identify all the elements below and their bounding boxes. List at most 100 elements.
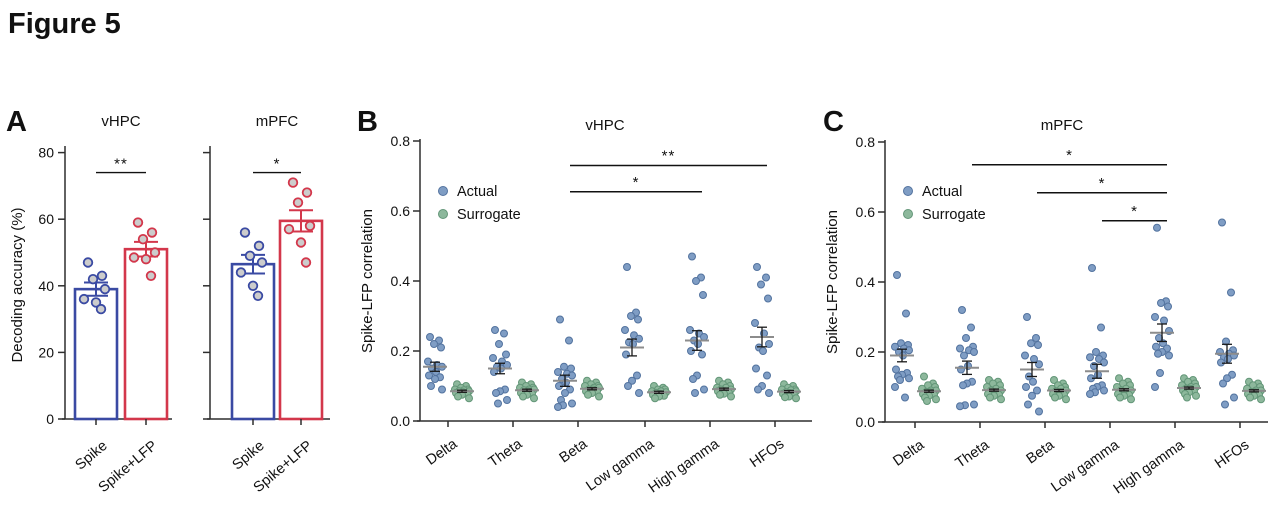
data-point <box>754 385 762 394</box>
data-point <box>1097 323 1105 332</box>
data-point <box>287 177 299 188</box>
data-point <box>700 385 708 394</box>
y-tick-label: 80 <box>38 145 54 161</box>
data-point <box>923 397 931 405</box>
data-point <box>651 394 659 403</box>
data-point <box>956 402 964 411</box>
data-point <box>1021 351 1029 360</box>
series-Actual-High gamma <box>685 252 709 397</box>
panel-a-bar-chart: 020406080vHPCSpikeSpike+LFP**mPFCSpikeSp… <box>9 113 330 496</box>
data-point <box>689 375 697 383</box>
subplot-title: mPFC <box>256 113 299 130</box>
data-point <box>624 382 632 390</box>
y-tick-label: 0.0 <box>856 414 876 430</box>
data-point <box>896 376 904 384</box>
data-point <box>698 350 706 359</box>
legend-label: Actual <box>922 184 962 200</box>
data-point <box>431 375 439 383</box>
data-point <box>494 399 502 408</box>
y-tick-label: 0.4 <box>391 273 411 289</box>
data-point <box>962 334 970 342</box>
series-Actual-Delta <box>423 333 447 394</box>
significance-stars: ** <box>114 156 128 173</box>
data-point <box>300 257 312 268</box>
data-point <box>970 348 978 356</box>
data-point <box>137 233 149 245</box>
data-point <box>893 271 901 279</box>
series-Actual-Theta <box>955 306 979 411</box>
data-point <box>1023 313 1031 321</box>
series-Surrogate-High gamma <box>1177 374 1201 402</box>
data-point <box>901 393 909 402</box>
data-point <box>716 390 724 399</box>
data-point <box>430 340 438 348</box>
data-point <box>622 350 630 359</box>
y-axis-title: Decoding accuracy (%) <box>9 207 26 362</box>
data-point <box>1192 391 1200 400</box>
data-point <box>424 357 432 366</box>
y-tick-label: 0.2 <box>391 343 411 359</box>
significance-stars: * <box>1066 147 1073 164</box>
data-point <box>699 291 707 299</box>
data-point <box>1100 386 1108 395</box>
x-category-label: Spike <box>229 438 267 474</box>
data-point <box>751 319 759 327</box>
panel-c-scatter-chart: 0.0 0.2 0.4 0.6 0.8 mPFC Spike-LFP correlation… <box>824 117 1268 497</box>
data-point <box>958 306 966 314</box>
x-category-label: Delta <box>423 436 461 469</box>
x-category-label: Beta <box>557 436 591 467</box>
y-tick-label: 0.2 <box>856 344 876 360</box>
data-point <box>920 372 928 381</box>
data-point <box>1051 393 1059 402</box>
data-point <box>1086 353 1094 362</box>
data-point <box>621 326 629 334</box>
data-point <box>1257 395 1265 404</box>
data-point <box>967 323 975 332</box>
data-point <box>247 280 259 292</box>
data-point <box>301 187 313 198</box>
panel-c-label: C <box>823 106 844 138</box>
legend-label: Actual <box>457 184 497 200</box>
data-point <box>1221 400 1229 409</box>
data-point <box>454 392 462 401</box>
data-point <box>892 365 900 374</box>
data-point <box>554 368 562 376</box>
x-category-label: High gamma <box>646 436 723 497</box>
data-point <box>692 277 700 285</box>
data-point <box>1029 377 1037 386</box>
data-point <box>1088 264 1096 272</box>
data-point <box>239 227 251 238</box>
data-point <box>1034 341 1042 349</box>
data-point <box>595 392 603 401</box>
series-Surrogate-HFOs <box>1242 377 1266 404</box>
data-point <box>970 400 978 409</box>
data-point <box>283 223 295 235</box>
series-Actual-Low gamma <box>620 263 644 397</box>
x-category-label: High gamma <box>1111 437 1188 498</box>
legend-marker-Surrogate <box>903 209 913 219</box>
data-point <box>765 340 773 348</box>
data-point <box>128 252 140 263</box>
data-point <box>1222 337 1230 346</box>
series-Surrogate-HFOs <box>777 380 801 403</box>
panel-b-scatter-chart: 0.0 0.2 0.4 0.6 0.8 vHPC Spike-LFP correlation… <box>359 117 812 496</box>
data-point <box>146 227 158 238</box>
data-point <box>1086 390 1094 398</box>
data-point <box>959 381 967 390</box>
significance-stars: * <box>1131 203 1138 220</box>
data-point <box>1160 316 1168 325</box>
panel-a-label: A <box>6 106 27 138</box>
data-point <box>554 403 562 411</box>
data-point <box>762 273 770 282</box>
data-point <box>304 220 316 232</box>
y-tick-label: 40 <box>38 278 54 294</box>
data-point <box>500 329 508 338</box>
data-point <box>1246 393 1254 402</box>
significance-stars: * <box>633 174 640 191</box>
series-Actual-Delta <box>890 271 914 402</box>
data-point <box>492 389 500 397</box>
data-point <box>502 350 510 359</box>
